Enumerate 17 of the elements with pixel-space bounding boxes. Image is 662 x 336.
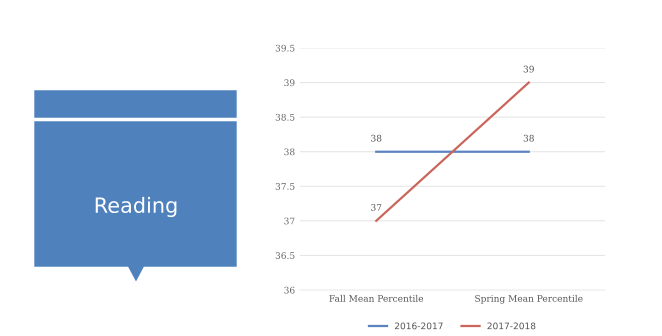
data-label: 39 [524,66,534,72]
y-tick-label: 39 [284,79,295,86]
data-label: 37 [371,204,382,211]
y-tick-label: 36 [284,286,295,294]
y-tick-label: 38.5 [276,114,294,121]
y-tick-label: 39.5 [276,44,294,52]
data-label: 38 [524,134,534,142]
y-tick-label: 37 [284,218,294,224]
data-label: 38 [371,134,382,142]
y-tick-label: 37.5 [276,183,294,190]
y-tick-label: 36.5 [276,252,294,259]
legend-label: 2017-2018 [487,322,536,330]
legend-label: 2016-2017 [394,322,443,330]
x-tick-label: Fall Mean Percentile [329,294,424,302]
text: Reading [96,196,176,218]
y-tick-label: 38 [284,148,295,156]
x-tick-label: Spring Mean Percentile [475,294,583,304]
